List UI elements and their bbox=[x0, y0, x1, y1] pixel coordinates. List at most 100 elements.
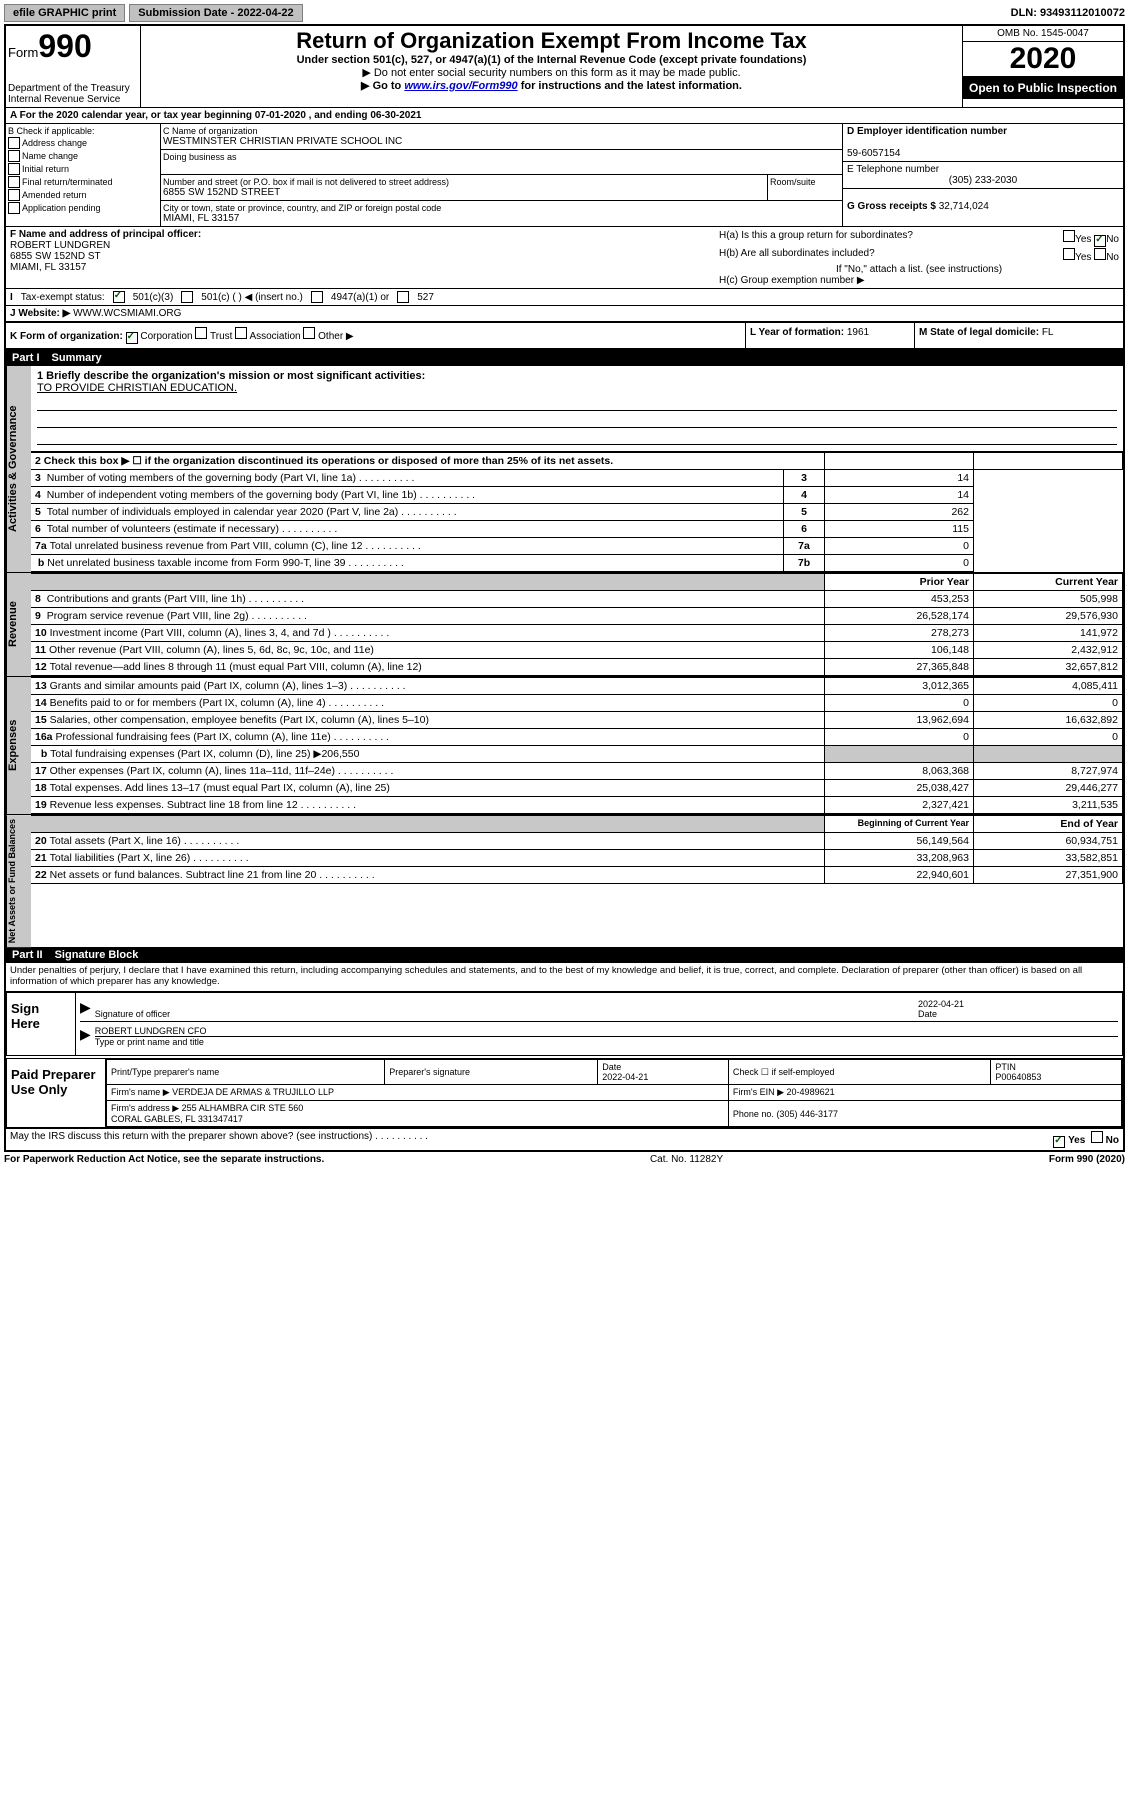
sig-name-lbl: Type or print name and title bbox=[95, 1037, 204, 1047]
right-info-col: D Employer identification number 59-6057… bbox=[842, 124, 1123, 226]
arrow-icon-2: ▶ bbox=[80, 1026, 91, 1047]
preparer-table: Print/Type preparer's name Preparer's si… bbox=[106, 1059, 1122, 1127]
website-lbl: J Website: ▶ bbox=[10, 308, 70, 319]
sig-date: 2022-04-21 bbox=[918, 999, 964, 1009]
row-a-period: A For the 2020 calendar year, or tax yea… bbox=[6, 108, 1123, 124]
footer: For Paperwork Reduction Act Notice, see … bbox=[4, 1152, 1125, 1167]
check-header: B Check if applicable: bbox=[8, 126, 158, 136]
prep-ptin: P00640853 bbox=[995, 1072, 1041, 1082]
line9-c: 29,576,930 bbox=[974, 608, 1123, 625]
expenses-table: 13 Grants and similar amounts paid (Part… bbox=[31, 677, 1123, 814]
chk-final[interactable] bbox=[8, 176, 20, 188]
chk-4947[interactable] bbox=[311, 291, 323, 303]
line12-c: 32,657,812 bbox=[974, 659, 1123, 676]
sig-officer-lbl: Signature of officer bbox=[95, 1009, 170, 1019]
subtitle-2: ▶ Do not enter social security numbers o… bbox=[147, 66, 956, 79]
street-box: Number and street (or P.O. box if mail i… bbox=[161, 175, 768, 200]
hb-no[interactable] bbox=[1094, 248, 1106, 260]
hc-lbl: H(c) Group exemption number ▶ bbox=[719, 275, 1119, 286]
line21-p: 33,208,963 bbox=[825, 850, 974, 867]
year-formation: 1961 bbox=[847, 327, 869, 338]
tax-exempt-row: I Tax-exempt status: 501(c)(3) 501(c) ( … bbox=[6, 289, 1123, 306]
firm-name: VERDEJA DE ARMAS & TRUJILLO LLP bbox=[172, 1087, 334, 1097]
header-left: Form990 Department of the Treasury Inter… bbox=[6, 26, 141, 107]
chk-final-lbl: Final return/terminated bbox=[22, 177, 113, 187]
line16a-p: 0 bbox=[825, 729, 974, 746]
discuss-yes[interactable] bbox=[1053, 1136, 1065, 1148]
line4-val: 14 bbox=[825, 487, 974, 504]
header-right: OMB No. 1545-0047 2020 Open to Public In… bbox=[962, 26, 1123, 107]
line8-c: 505,998 bbox=[974, 591, 1123, 608]
k-mid: L Year of formation: 1961 bbox=[745, 323, 914, 348]
hb-yes[interactable] bbox=[1063, 248, 1075, 260]
part2-num: Part II bbox=[12, 949, 43, 961]
vlab-expenses: Expenses bbox=[6, 677, 31, 814]
no-lbl2: No bbox=[1106, 252, 1119, 263]
discuss-row: May the IRS discuss this return with the… bbox=[6, 1128, 1123, 1150]
chk-address[interactable] bbox=[8, 137, 20, 149]
line12-p: 27,365,848 bbox=[825, 659, 974, 676]
domicile: FL bbox=[1042, 327, 1054, 338]
vlab-netassets: Net Assets or Fund Balances bbox=[6, 815, 31, 947]
chk-pending[interactable] bbox=[8, 202, 20, 214]
rev-hdr-blank bbox=[31, 574, 825, 591]
chk-trust[interactable] bbox=[195, 327, 207, 339]
form-number: 990 bbox=[38, 28, 91, 64]
domicile-lbl: M State of legal domicile: bbox=[919, 327, 1042, 338]
chk-corp[interactable] bbox=[126, 332, 138, 344]
no-lbl: No bbox=[1106, 234, 1119, 245]
ha-yes[interactable] bbox=[1063, 230, 1075, 242]
line7b-text: Net unrelated business taxable income fr… bbox=[47, 557, 404, 569]
chk-527[interactable] bbox=[397, 291, 409, 303]
line19-c: 3,211,535 bbox=[974, 797, 1123, 814]
ein: 59-6057154 bbox=[847, 148, 900, 159]
line10-c: 141,972 bbox=[974, 625, 1123, 642]
chk-name[interactable] bbox=[8, 150, 20, 162]
part2-title: Signature Block bbox=[55, 949, 139, 961]
tax-year: 2020 bbox=[963, 42, 1123, 77]
prep-h5: PTIN bbox=[995, 1062, 1016, 1072]
officer-addr: 6855 SW 152ND ST MIAMI, FL 33157 bbox=[10, 251, 101, 273]
chk-501c[interactable] bbox=[181, 291, 193, 303]
part2-header: Part II Signature Block bbox=[6, 947, 1123, 963]
line22-p: 22,940,601 bbox=[825, 867, 974, 884]
dba-lbl: Doing business as bbox=[163, 152, 840, 162]
org-name: WESTMINSTER CHRISTIAN PRIVATE SCHOOL INC bbox=[163, 136, 840, 147]
prep-h4: Check ☐ if self-employed bbox=[728, 1060, 990, 1085]
chk-assoc[interactable] bbox=[235, 327, 247, 339]
org-info-col: C Name of organization WESTMINSTER CHRIS… bbox=[161, 124, 842, 226]
website-row: J Website: ▶ WWW.WCSMIAMI.ORG bbox=[6, 306, 1123, 323]
chk-amended[interactable] bbox=[8, 189, 20, 201]
line18-p: 25,038,427 bbox=[825, 780, 974, 797]
irs-link[interactable]: www.irs.gov/Form990 bbox=[404, 80, 517, 92]
phone-box: E Telephone number (305) 233-2030 bbox=[843, 162, 1123, 189]
revenue-section: Revenue Prior YearCurrent Year 8 Contrib… bbox=[6, 572, 1123, 676]
line17-p: 8,063,368 bbox=[825, 763, 974, 780]
form-title: Return of Organization Exempt From Incom… bbox=[147, 28, 956, 54]
line8-text: Contributions and grants (Part VIII, lin… bbox=[47, 593, 304, 605]
firm-phone: (305) 446-3177 bbox=[776, 1109, 838, 1119]
phone: (305) 233-2030 bbox=[949, 175, 1017, 186]
room-box: Room/suite bbox=[768, 175, 842, 200]
k-left: K Form of organization: Corporation Trus… bbox=[6, 323, 745, 348]
line15-c: 16,632,892 bbox=[974, 712, 1123, 729]
efile-btn[interactable]: efile GRAPHIC print bbox=[4, 4, 125, 22]
mission-box: 1 Briefly describe the organization's mi… bbox=[31, 366, 1123, 452]
chk-other[interactable] bbox=[303, 327, 315, 339]
line10-text: Investment income (Part VIII, column (A)… bbox=[50, 627, 390, 639]
ha-no[interactable] bbox=[1094, 235, 1106, 247]
k-lbl: K Form of organization: bbox=[10, 331, 123, 342]
gross-box: G Gross receipts $ 32,714,024 bbox=[843, 189, 1123, 214]
chk-name-lbl: Name change bbox=[22, 151, 78, 161]
line16a-text: Professional fundraising fees (Part IX, … bbox=[55, 731, 389, 743]
firm-phone-lbl: Phone no. bbox=[733, 1109, 777, 1119]
subdate-btn[interactable]: Submission Date - 2022-04-22 bbox=[129, 4, 302, 22]
line11-p: 106,148 bbox=[825, 642, 974, 659]
chk-501c3[interactable] bbox=[113, 291, 125, 303]
chk-initial[interactable] bbox=[8, 163, 20, 175]
h-box: H(a) Is this a group return for subordin… bbox=[715, 227, 1123, 288]
line17-c: 8,727,974 bbox=[974, 763, 1123, 780]
sign-here-block: Sign Here ▶ Signature of officer 2022-04… bbox=[6, 991, 1123, 1056]
prep-h1: Print/Type preparer's name bbox=[107, 1060, 385, 1085]
discuss-no[interactable] bbox=[1091, 1131, 1103, 1143]
